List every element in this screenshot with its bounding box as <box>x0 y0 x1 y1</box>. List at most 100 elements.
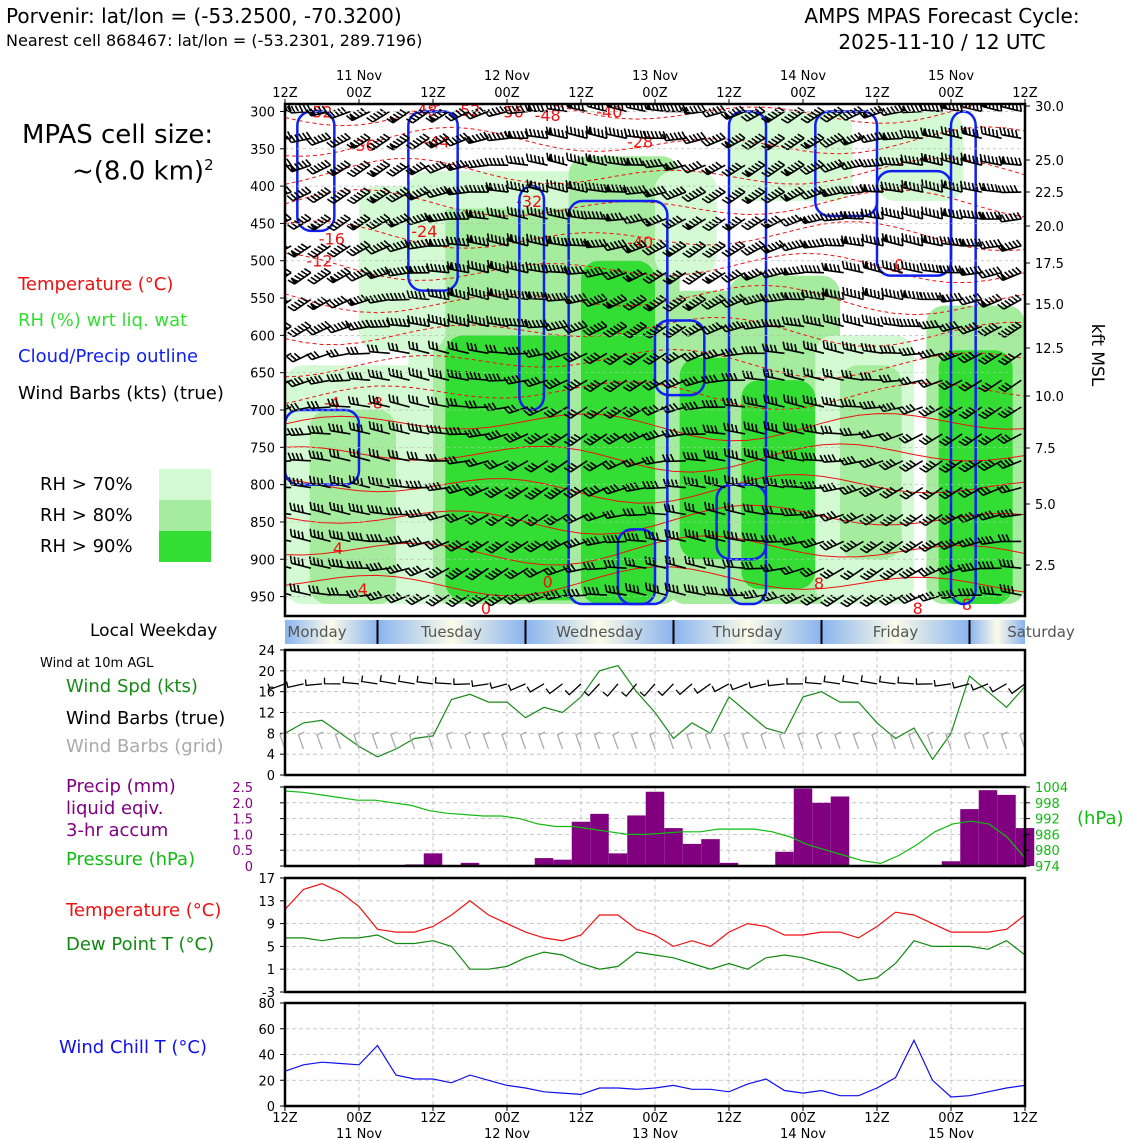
wind-barb <box>565 125 588 140</box>
wind-barb <box>819 106 845 123</box>
wind-barb <box>822 313 844 328</box>
wind-barb <box>720 293 746 308</box>
wind-pennant <box>290 278 300 285</box>
wind-barb <box>878 458 904 471</box>
bottom-time-tick-label: 12Z <box>864 1111 890 1126</box>
wind-barb <box>524 486 549 500</box>
wind-barb <box>384 563 410 575</box>
wind-barb <box>996 266 1022 282</box>
wind-barb <box>682 451 706 462</box>
wind-barb <box>838 455 864 466</box>
wind-pennant <box>389 117 399 123</box>
wind-barb-grid <box>334 731 342 750</box>
wind-pennant <box>902 105 909 113</box>
wind-barb <box>762 368 785 381</box>
wind-barb <box>506 260 529 274</box>
wind-barb <box>861 233 884 247</box>
wind-pennant <box>744 197 754 204</box>
bottom-time-tick-label: 00Z <box>346 1111 372 1126</box>
wind-barb-true <box>860 675 878 685</box>
wind-barb <box>723 448 746 462</box>
wind-pennant <box>962 153 969 162</box>
wind-barb-grid <box>741 731 749 750</box>
wind-barb <box>976 510 1002 521</box>
wind-barb <box>346 187 371 205</box>
wind-ytick-label: 0 <box>267 769 275 784</box>
wind-barb <box>760 318 785 328</box>
top-time-tick-label: 00Z <box>494 86 520 101</box>
legend-rh90-label: RH > 90% <box>40 536 133 557</box>
wind-barb-true <box>748 681 767 689</box>
wind-pennant <box>349 142 359 149</box>
wind-barb <box>661 428 686 438</box>
bottom-time-tick-label: 00Z <box>790 1111 816 1126</box>
wind-barb <box>543 292 569 302</box>
wind-barb <box>819 482 844 493</box>
precip-bar <box>460 862 480 866</box>
wind-barb <box>898 566 924 579</box>
wind-barb <box>938 406 963 419</box>
wind-barb <box>780 133 805 151</box>
wind-barb <box>623 352 647 366</box>
wind-barb <box>467 314 490 328</box>
wind-pennant <box>449 287 456 297</box>
wind-barb <box>957 293 983 306</box>
wind-barb <box>406 451 430 462</box>
wind-barb-true <box>416 675 434 685</box>
weekday-label: Local Weekday <box>90 621 218 641</box>
wind-barb <box>385 507 410 516</box>
wind-barb <box>819 211 845 222</box>
wind-barb <box>741 532 765 543</box>
wind-barb <box>919 262 944 274</box>
wind-barb-grid <box>760 731 768 750</box>
wind-barb <box>919 460 943 473</box>
wind-barb <box>704 501 726 516</box>
wind-barb <box>583 352 608 365</box>
wind-barb <box>483 459 509 470</box>
wind-barb <box>959 180 982 193</box>
wind-barb-grid <box>353 731 361 750</box>
xs-ytick-label-right: 10.0 <box>1035 390 1064 405</box>
wind-barb-true <box>933 679 952 687</box>
wind-barb <box>917 378 943 389</box>
bottom-time-tick-label: 12Z <box>716 1111 742 1126</box>
wind-barb <box>427 288 450 301</box>
wind-barb <box>385 592 410 604</box>
wind-barb <box>346 560 371 569</box>
wind-pennant <box>942 104 949 110</box>
wind-barb <box>977 459 1002 472</box>
wind-barb <box>504 486 529 500</box>
wind-pennant <box>625 246 634 253</box>
wind-barb <box>918 319 943 330</box>
wind-barb <box>937 379 963 391</box>
wind-barb <box>899 540 924 554</box>
bottom-date-label: 12 Nov <box>484 1127 530 1140</box>
wind-pennant <box>664 163 673 171</box>
wind-pennant <box>448 187 455 195</box>
wind-barb <box>424 185 450 199</box>
wind-barb <box>860 342 884 355</box>
wind-barb <box>979 153 1003 166</box>
wind-barb <box>486 233 509 247</box>
wind-barb <box>841 341 864 355</box>
chill-ytick-label: 0 <box>267 1100 275 1115</box>
wind-barb <box>386 162 411 177</box>
wind-barb <box>285 267 292 278</box>
legend-precip-2: liquid eqiv. <box>66 798 164 819</box>
wind-barb <box>503 593 529 605</box>
wind-barb <box>326 243 351 258</box>
top-date-label: 12 Nov <box>484 69 530 84</box>
legend-wind-barbs-grid: Wind Barbs (grid) <box>66 736 224 757</box>
wind-barb <box>465 594 489 608</box>
wind-barb <box>583 586 607 596</box>
wind-pennant <box>587 154 594 163</box>
wind-barb <box>366 160 391 178</box>
wind-barb <box>898 376 923 386</box>
wind-barb <box>404 565 430 577</box>
wind-barb <box>662 294 687 312</box>
wind-barb <box>425 594 450 607</box>
xs-ytick-label-left: 800 <box>250 479 275 494</box>
wind-pennant <box>822 189 831 197</box>
wind-barb <box>602 534 627 544</box>
